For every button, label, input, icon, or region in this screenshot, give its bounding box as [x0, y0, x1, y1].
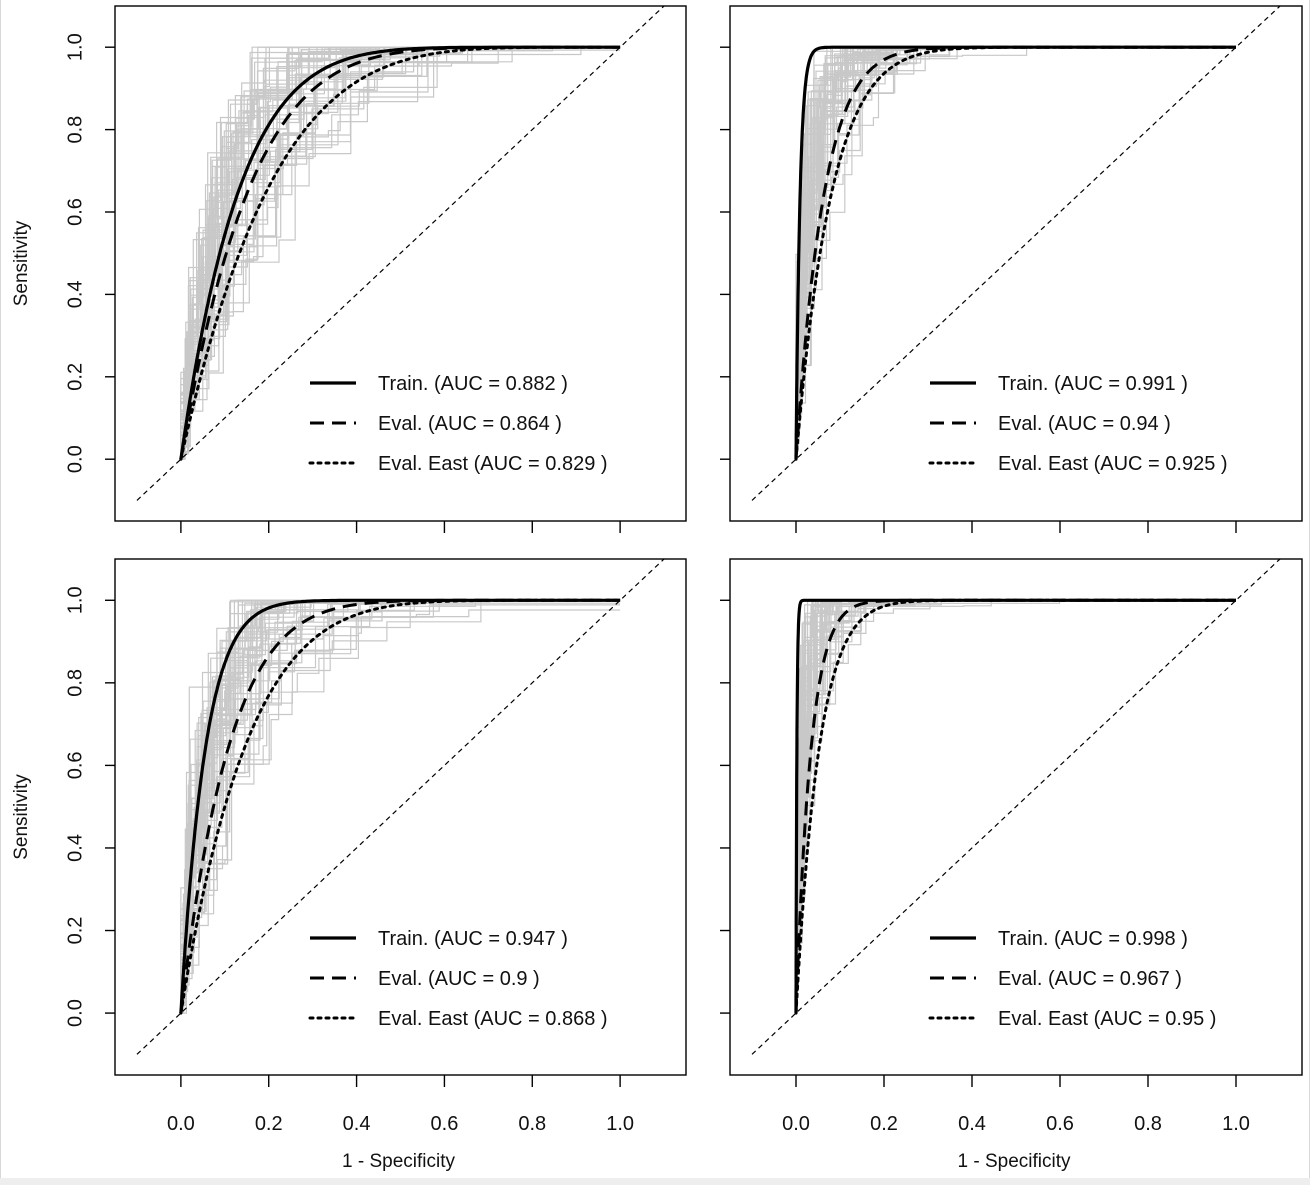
- legend: Train. (AUC = 0.882 ) Eval. (AUC = 0.864 …: [308, 373, 608, 475]
- x-tick-label: 0.4: [343, 1113, 371, 1135]
- y-tick-label: 0.2: [64, 917, 86, 945]
- x-tick-label: 0.0: [167, 1113, 195, 1135]
- x-tick-label: 0.6: [431, 1113, 459, 1135]
- roc-panel-bottom-left: 0.0 0.2 0.4 0.6 0.8 1.0 0.0 0.2 0.4 0.6 0.8 1.0 Sens…: [11, 558, 687, 1172]
- y-tick-label: 0.0: [64, 445, 86, 473]
- replicate-roc-line: [180, 599, 621, 1014]
- reference-diagonal-line: [751, 558, 1281, 1055]
- x-tick-label: 0.2: [255, 1113, 283, 1135]
- legend-label: Eval. (AUC = 0.967 ): [998, 968, 1182, 990]
- x-tick-label: 0.2: [870, 1113, 898, 1135]
- reference-diagonal-line: [136, 558, 665, 1055]
- roc-panel-top-left: 0.0 0.2 0.4 0.6 0.8 1.0 Sensitivity Train. (AUC…: [11, 5, 687, 533]
- legend: Train. (AUC = 0.998 ) Eval. (AUC = 0.967 …: [928, 928, 1216, 1030]
- roc-curve-dashed: [794, 45, 1236, 460]
- legend-label: Eval. East (AUC = 0.868 ): [378, 1008, 608, 1030]
- roc-curve-dashed: [794, 598, 1236, 1014]
- x-tick-label: 0.8: [518, 1113, 546, 1135]
- x-tick-label: 1.0: [1222, 1113, 1250, 1135]
- x-tick-label: 0.4: [958, 1113, 986, 1135]
- roc-curve-dotted: [794, 598, 1238, 1015]
- x-axis-title: 1 - Specificity: [958, 1151, 1071, 1172]
- legend-label: Eval. (AUC = 0.9 ): [378, 968, 540, 990]
- x-tick-label: 0.8: [1134, 1113, 1162, 1135]
- y-tick-label: 0.4: [64, 834, 86, 862]
- replicate-roc-line: [180, 46, 621, 460]
- legend-label: Train. (AUC = 0.998 ): [998, 928, 1188, 950]
- y-tick-label: 0.8: [64, 669, 86, 697]
- legend-label: Eval. East (AUC = 0.925 ): [998, 453, 1228, 475]
- roc-panel-top-right: Train. (AUC = 0.991 ) Eval. (AUC = 0.94 )…: [720, 5, 1303, 533]
- roc-curve-dashed: [179, 45, 621, 460]
- legend: Train. (AUC = 0.947 ) Eval. (AUC = 0.9 ) E…: [308, 928, 608, 1030]
- y-tick-label: 0.0: [64, 999, 86, 1027]
- reference-diagonal-line: [136, 5, 665, 501]
- plot-frame: [114, 5, 687, 522]
- roc-curve-dotted: [179, 598, 622, 1015]
- legend-label: Eval. (AUC = 0.864 ): [378, 413, 562, 435]
- replicate-roc-line: [180, 46, 621, 460]
- legend-label: Eval. East (AUC = 0.95 ): [998, 1008, 1216, 1030]
- legend-label: Train. (AUC = 0.991 ): [998, 373, 1188, 395]
- y-tick-label: 0.6: [64, 751, 86, 779]
- roc-curve-solid: [179, 45, 621, 460]
- x-tick-label: 1.0: [606, 1113, 634, 1135]
- legend-label: Train. (AUC = 0.947 ): [378, 928, 568, 950]
- y-tick-label: 0.6: [64, 198, 86, 226]
- y-tick-label: 1.0: [64, 33, 86, 61]
- replicate-roc-line: [180, 599, 621, 1014]
- x-tick-label: 0.0: [782, 1113, 810, 1135]
- plot-frame: [729, 558, 1303, 1076]
- roc-curve-dashed: [179, 598, 621, 1014]
- plot-frame: [729, 5, 1303, 522]
- y-tick-label: 1.0: [64, 586, 86, 614]
- y-axis-title: Sensitivity: [11, 220, 32, 306]
- reference-diagonal-line: [751, 5, 1281, 501]
- roc-curve-dotted: [179, 45, 622, 461]
- y-tick-label: 0.2: [64, 363, 86, 391]
- roc-panel-bottom-right: 0.0 0.2 0.4 0.6 0.8 1.0 1 - Specificity Train. …: [720, 558, 1303, 1172]
- x-tick-label: 0.6: [1046, 1113, 1074, 1135]
- legend-label: Eval. (AUC = 0.94 ): [998, 413, 1171, 435]
- legend: Train. (AUC = 0.991 ) Eval. (AUC = 0.94 )…: [928, 373, 1228, 475]
- y-tick-label: 0.8: [64, 116, 86, 144]
- legend-label: Train. (AUC = 0.882 ): [378, 373, 568, 395]
- x-axis-title: 1 - Specificity: [342, 1151, 455, 1172]
- plot-frame: [114, 558, 687, 1076]
- legend-label: Eval. East (AUC = 0.829 ): [378, 453, 608, 475]
- roc-curve-dotted: [794, 45, 1238, 461]
- y-axis-title: Sensitivity: [11, 774, 32, 860]
- y-tick-label: 0.4: [64, 280, 86, 308]
- roc-curve-solid: [794, 598, 1236, 1014]
